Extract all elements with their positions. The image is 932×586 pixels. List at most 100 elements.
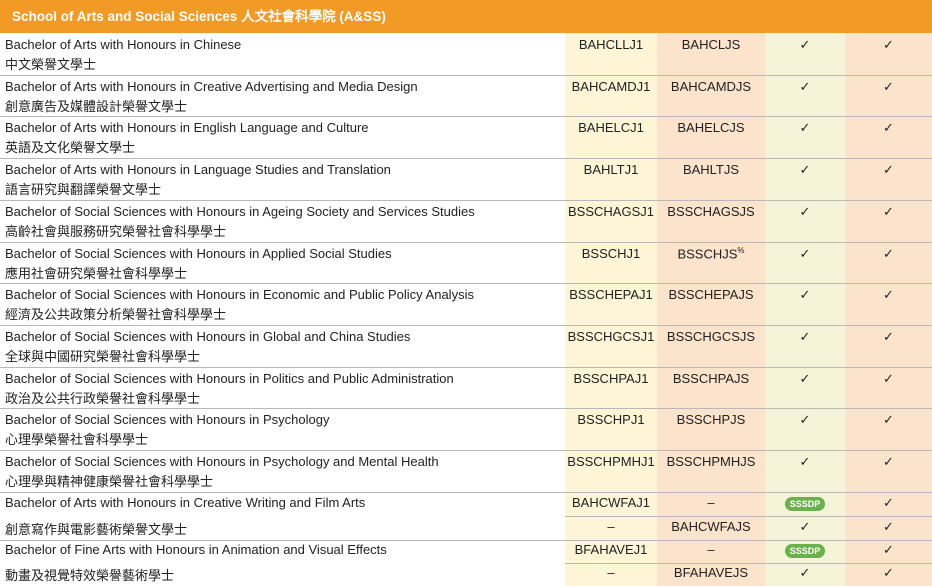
row-divider bbox=[565, 562, 932, 564]
program-name-zh: 應用社會研究榮譽社會科學學士 bbox=[5, 265, 188, 281]
cell: ✓ bbox=[883, 494, 894, 510]
row-divider bbox=[0, 241, 932, 243]
cell: ✓ bbox=[799, 78, 811, 94]
program-name-en: Bachelor of Arts with Honours in Creativ… bbox=[5, 78, 418, 94]
cell: ✓ bbox=[799, 245, 811, 261]
cell: – bbox=[707, 494, 715, 510]
cell: ✓ bbox=[883, 454, 894, 469]
program-name-en: Bachelor of Social Sciences with Honours… bbox=[5, 287, 474, 303]
cell: ✓ bbox=[799, 370, 811, 386]
footnote-mark: % bbox=[737, 245, 745, 255]
cell: ✓ bbox=[799, 565, 811, 581]
program-name-en: Bachelor of Social Sciences with Honours… bbox=[5, 370, 454, 386]
cell: ✓ bbox=[883, 328, 894, 344]
cell: ✓ bbox=[883, 412, 894, 428]
cell: SSSDP bbox=[765, 542, 845, 559]
cell: BAHELCJS bbox=[677, 120, 745, 136]
program-name-zh: 英語及文化榮譽文學士 bbox=[5, 140, 136, 156]
program-name-en: Bachelor of Arts with Honours in Chinese bbox=[5, 37, 242, 52]
cell: BSSCHPAJS bbox=[672, 370, 750, 386]
program-name-en: Bachelor of Social Sciences with Honours… bbox=[5, 245, 392, 261]
cell: ✓ bbox=[799, 518, 811, 534]
row-divider bbox=[0, 366, 932, 368]
sssdp-badge: SSSDP bbox=[784, 544, 826, 559]
row-divider bbox=[0, 74, 932, 76]
cell: ✓ bbox=[799, 162, 811, 178]
program-name-en: Bachelor of Social Sciences with Honours… bbox=[5, 454, 439, 469]
cell: BSSCHPAJ1 bbox=[573, 370, 649, 386]
cell: BFAHAVEJ1 bbox=[574, 542, 648, 558]
cell: BSSCHPMHJ1 bbox=[567, 454, 655, 469]
row-divider bbox=[0, 116, 932, 118]
program-name-zh: 經濟及公共政策分析榮譽社會科學學士 bbox=[5, 307, 227, 323]
program-name-en: Bachelor of Arts with Honours in English… bbox=[5, 120, 369, 136]
cell: – bbox=[607, 518, 615, 534]
cell: BSSCHEPAJS bbox=[668, 287, 754, 303]
program-name-zh: 語言研究與翻譯榮譽文學士 bbox=[5, 182, 162, 198]
cell: BSSCHAGSJS bbox=[667, 203, 755, 219]
program-name-zh: 創意寫作與電影藝術榮譽文學士 bbox=[5, 521, 188, 537]
cell: ✓ bbox=[883, 120, 894, 136]
program-name-en: Bachelor of Fine Arts with Honours in An… bbox=[5, 542, 387, 558]
cell: BAHCWFAJ1 bbox=[571, 494, 650, 510]
program-name-en: Bachelor of Arts with Honours in Languag… bbox=[5, 162, 391, 178]
code: BSSCHJS bbox=[677, 245, 738, 261]
cell: ✓ bbox=[883, 203, 894, 219]
cell: ✓ bbox=[883, 162, 894, 178]
row-divider bbox=[0, 324, 932, 326]
cell: ✓ bbox=[799, 287, 811, 303]
cell: BSSCHJS% bbox=[657, 246, 765, 261]
program-name-zh: 中文榮譽文學士 bbox=[5, 57, 97, 72]
row-divider bbox=[0, 283, 932, 285]
row-divider bbox=[0, 539, 932, 541]
cell: ✓ bbox=[799, 120, 811, 136]
program-name-zh: 心理學與精神健康榮譽社會科學學士 bbox=[5, 474, 214, 489]
section-header: School of Arts and Social Sciences 人文社會科… bbox=[0, 0, 932, 33]
column-bg bbox=[765, 33, 845, 586]
cell: BAHCWFAJS bbox=[671, 518, 751, 534]
cell: ✓ bbox=[883, 542, 894, 558]
row-divider bbox=[0, 158, 932, 160]
cell: BSSCHAGSJ1 bbox=[568, 203, 654, 219]
cell: ✓ bbox=[799, 37, 811, 52]
cell: ✓ bbox=[883, 565, 894, 581]
cell: BAHLTJS bbox=[682, 162, 740, 178]
program-name-en: Bachelor of Social Sciences with Honours… bbox=[5, 328, 411, 344]
cell: BSSCHJ1 bbox=[581, 245, 641, 261]
cell: SSSDP bbox=[765, 495, 845, 511]
row-divider bbox=[0, 199, 932, 201]
cell: – bbox=[707, 542, 715, 558]
program-name-zh: 心理學榮譽社會科學學士 bbox=[5, 432, 149, 448]
program-name-zh: 全球與中國研究榮譽社會科學學士 bbox=[5, 348, 201, 364]
program-name-zh: 高齡社會與服務研究榮譽社會科學學士 bbox=[5, 223, 227, 239]
cell: ✓ bbox=[883, 518, 894, 534]
cell: ✓ bbox=[799, 412, 811, 428]
program-name-en: Bachelor of Arts with Honours in Creativ… bbox=[5, 494, 366, 510]
cell: ✓ bbox=[883, 370, 894, 386]
cell: ✓ bbox=[799, 454, 811, 469]
cell: ✓ bbox=[883, 245, 894, 261]
cell: BSSCHGCSJS bbox=[666, 328, 756, 344]
row-divider bbox=[565, 515, 932, 517]
cell: ✓ bbox=[883, 37, 894, 52]
column-bg bbox=[845, 33, 932, 586]
cell: BAHCAMDJ1 bbox=[571, 78, 651, 94]
cell: ✓ bbox=[799, 328, 811, 344]
row-divider bbox=[0, 491, 932, 493]
cell: ✓ bbox=[799, 203, 811, 219]
program-name-zh: 創意廣告及媒體設計榮譽文學士 bbox=[5, 98, 188, 114]
cell: ✓ bbox=[883, 78, 894, 94]
cell: BAHELCJ1 bbox=[578, 120, 644, 136]
cell: BSSCHEPAJ1 bbox=[569, 287, 653, 303]
cell: BSSCHPJ1 bbox=[577, 412, 645, 428]
cell: BSSCHPJS bbox=[676, 412, 746, 428]
cell: BAHCAMDJS bbox=[670, 78, 752, 94]
column-bg bbox=[657, 33, 765, 586]
program-name-zh: 政治及公共行政榮譽社會科學學士 bbox=[5, 390, 201, 406]
cell: BAHLTJ1 bbox=[583, 162, 639, 178]
row-divider bbox=[0, 450, 932, 451]
cell: BFAHAVEJS bbox=[673, 565, 749, 581]
program-name-en: Bachelor of Social Sciences with Honours… bbox=[5, 412, 330, 428]
cell: BAHCLJS bbox=[681, 37, 741, 52]
cell: BSSCHGCSJ1 bbox=[567, 328, 655, 344]
